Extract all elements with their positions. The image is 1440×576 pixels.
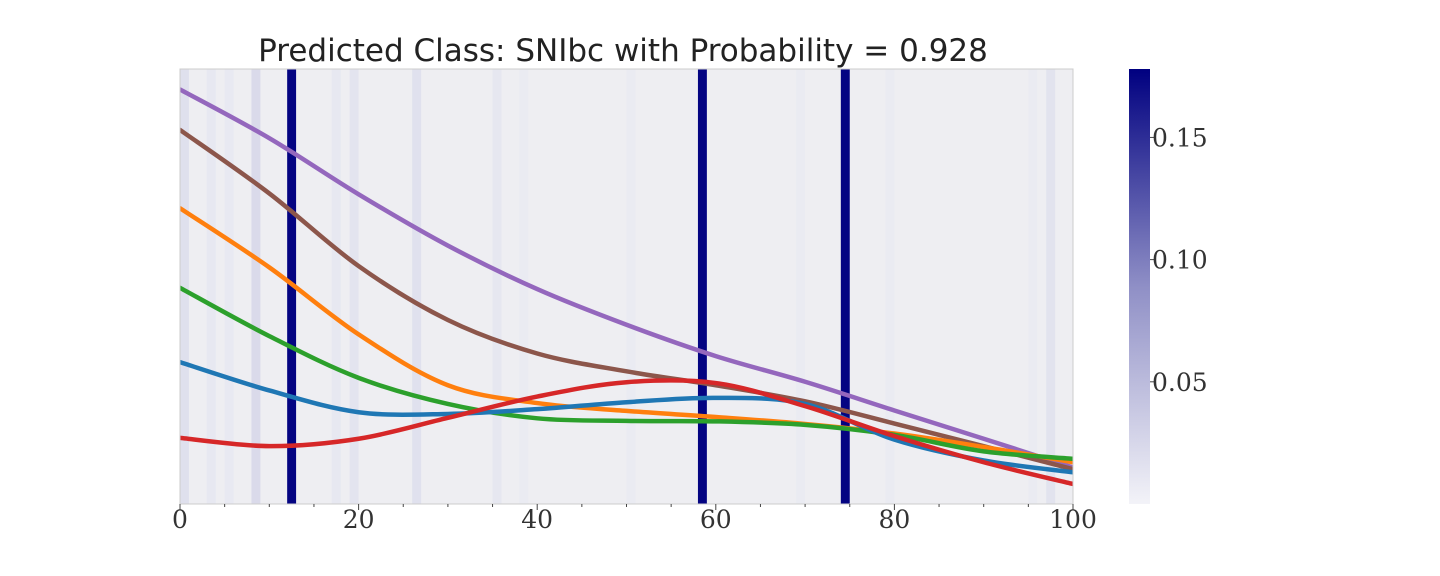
x-tick-label-0: 0 — [172, 505, 188, 534]
attention-band-8 — [349, 69, 359, 504]
attention-band-7 — [331, 69, 341, 504]
attention-band-10 — [492, 69, 502, 504]
series-line-5 — [180, 378, 1073, 487]
attention-band-6 — [251, 69, 261, 504]
colorbar-tick-label-2: 0.15 — [1152, 123, 1208, 152]
colorbar: 0.05 0.10 0.15 — [1129, 69, 1208, 504]
x-tick-label-2: 40 — [521, 505, 553, 534]
attention-band-15 — [1028, 69, 1038, 504]
colorbar-gradient — [1129, 69, 1150, 504]
attention-band-13 — [796, 69, 806, 504]
x-tick-label-4: 80 — [878, 505, 910, 534]
attention-band-4 — [206, 69, 216, 504]
x-tick-label-5: 100 — [1049, 505, 1097, 534]
x-tick-label-1: 20 — [343, 505, 375, 534]
series-line-1 — [180, 127, 1073, 472]
x-axis: 0 20 40 60 80 100 — [172, 504, 1097, 534]
attention-band-16 — [1046, 69, 1056, 504]
attention-band-3 — [180, 69, 189, 504]
attention-band-11 — [519, 69, 529, 504]
colorbar-tick-label-1: 0.10 — [1152, 246, 1208, 275]
series-line-0 — [180, 87, 1073, 470]
colorbar-tick-label-0: 0.05 — [1152, 368, 1208, 397]
attention-band-12 — [626, 69, 636, 504]
attention-band-9 — [412, 69, 422, 504]
colorbar-ticks: 0.05 0.10 0.15 — [1150, 123, 1208, 397]
attention-band-1 — [697, 69, 707, 504]
attention-band-2 — [840, 69, 850, 504]
series-line-4 — [180, 359, 1073, 475]
x-tick-label-3: 60 — [700, 505, 732, 534]
chart-title: Predicted Class: SNIbc with Probability … — [258, 33, 988, 69]
attention-band-14 — [885, 69, 895, 504]
series-lines — [180, 87, 1073, 487]
attention-band-5 — [224, 69, 234, 504]
series-line-3 — [180, 285, 1073, 462]
